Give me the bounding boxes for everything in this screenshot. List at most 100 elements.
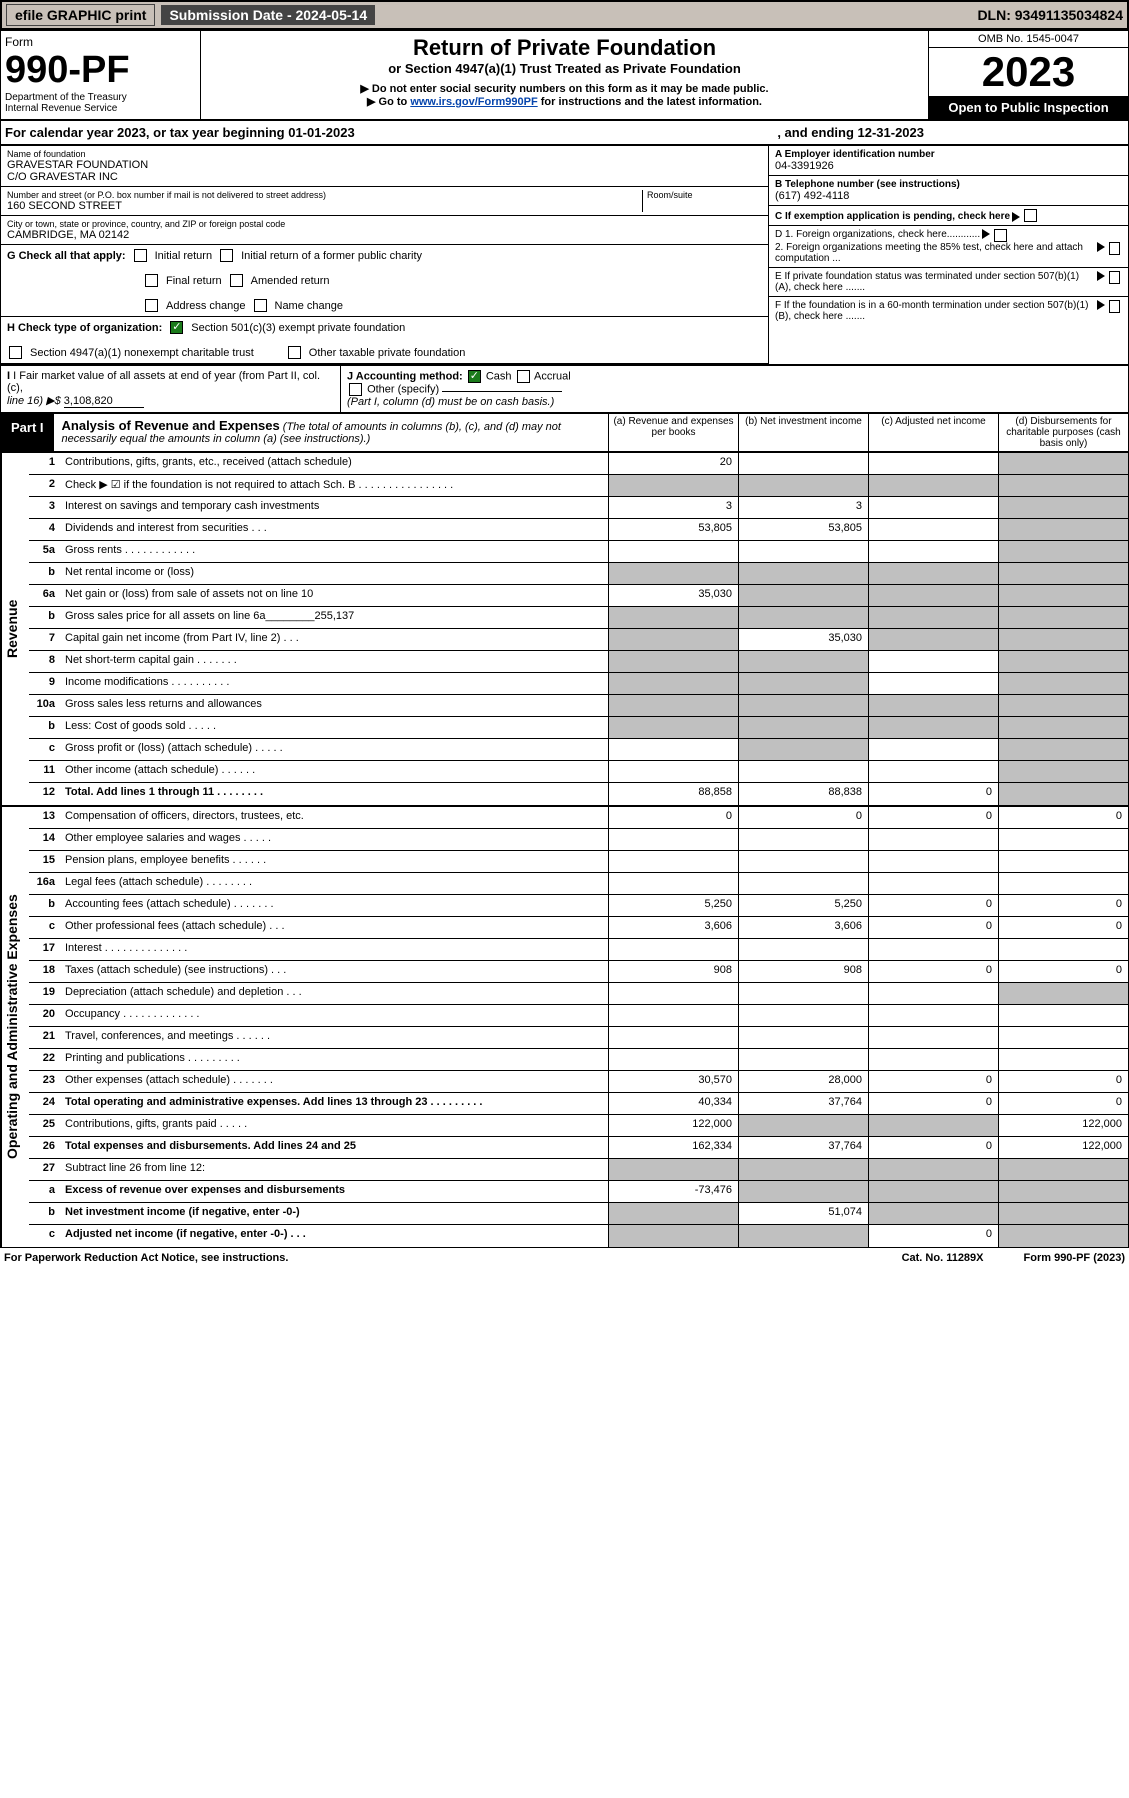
cell-b: 3,606 (738, 917, 868, 938)
calyear-begin: For calendar year 2023, or tax year begi… (5, 125, 355, 140)
initial-former-checkbox[interactable] (220, 249, 233, 262)
table-row: bNet investment income (if negative, ent… (29, 1203, 1128, 1225)
d1-label: D 1. Foreign organizations, check here..… (775, 229, 980, 242)
i-j-row: I I Fair market value of all assets at e… (0, 365, 1129, 413)
j-cash: Cash (486, 370, 512, 382)
cat-no: Cat. No. 11289X (902, 1252, 984, 1264)
cell-a: 162,334 (608, 1137, 738, 1158)
line-text: Interest on savings and temporary cash i… (61, 497, 608, 518)
opt-initial-former: Initial return of a former public charit… (241, 250, 422, 262)
cell-d (998, 651, 1128, 672)
i-line: line 16) ▶$ (7, 395, 61, 407)
cell-c (868, 519, 998, 540)
f-label: F If the foundation is in a 60-month ter… (775, 300, 1095, 322)
status-terminated-checkbox[interactable] (1109, 271, 1120, 284)
cash-checkbox[interactable] (468, 370, 481, 383)
line-number: 19 (29, 983, 61, 1004)
dln: DLN: 93491135034824 (977, 7, 1123, 23)
cell-b: 908 (738, 961, 868, 982)
cell-c (868, 607, 998, 628)
initial-return-checkbox[interactable] (134, 249, 147, 262)
cell-d (998, 983, 1128, 1004)
cell-c: 0 (868, 961, 998, 982)
cell-c (868, 1203, 998, 1224)
cell-d (998, 1225, 1128, 1247)
cell-a: 30,570 (608, 1071, 738, 1092)
room-label: Room/suite (647, 190, 762, 200)
line-number: 3 (29, 497, 61, 518)
table-row: 21Travel, conferences, and meetings . . … (29, 1027, 1128, 1049)
amended-return-checkbox[interactable] (230, 274, 243, 287)
footer: For Paperwork Reduction Act Notice, see … (0, 1248, 1129, 1268)
table-row: aExcess of revenue over expenses and dis… (29, 1181, 1128, 1203)
j-label: J Accounting method: (347, 370, 463, 382)
table-row: 12Total. Add lines 1 through 11 . . . . … (29, 783, 1128, 805)
cell-a (608, 563, 738, 584)
cell-b (738, 761, 868, 782)
line-number: 26 (29, 1137, 61, 1158)
accrual-checkbox[interactable] (517, 370, 530, 383)
cell-a (608, 939, 738, 960)
part1-desc: Analysis of Revenue and Expenses (The to… (54, 414, 608, 451)
cell-a (608, 761, 738, 782)
line-text: Subtract line 26 from line 12: (61, 1159, 608, 1180)
line-number: 9 (29, 673, 61, 694)
line-number: 17 (29, 939, 61, 960)
address-change-checkbox[interactable] (145, 299, 158, 312)
form990pf-link[interactable]: www.irs.gov/Form990PF (410, 96, 537, 108)
table-row: cOther professional fees (attach schedul… (29, 917, 1128, 939)
exemption-pending-checkbox[interactable] (1024, 209, 1037, 222)
arrow-icon (1097, 300, 1105, 310)
line-text: Net short-term capital gain . . . . . . … (61, 651, 608, 672)
line-text: Legal fees (attach schedule) . . . . . .… (61, 873, 608, 894)
irs-label: Internal Revenue Service (5, 103, 196, 114)
cell-d (998, 541, 1128, 562)
cell-b (738, 1159, 868, 1180)
cell-a (608, 673, 738, 694)
cell-d (998, 673, 1128, 694)
final-return-checkbox[interactable] (145, 274, 158, 287)
table-row: 17Interest . . . . . . . . . . . . . . (29, 939, 1128, 961)
501c3-checkbox[interactable] (170, 321, 183, 334)
phone-label: B Telephone number (see instructions) (775, 179, 1122, 190)
cell-a: 88,858 (608, 783, 738, 805)
cell-a (608, 607, 738, 628)
cell-a (608, 739, 738, 760)
cell-c: 0 (868, 1225, 998, 1247)
opt-final: Final return (166, 275, 222, 287)
cell-c (868, 717, 998, 738)
line-number: 25 (29, 1115, 61, 1136)
cell-a: 53,805 (608, 519, 738, 540)
cell-a: 20 (608, 453, 738, 474)
table-row: 16aLegal fees (attach schedule) . . . . … (29, 873, 1128, 895)
line-text: Other employee salaries and wages . . . … (61, 829, 608, 850)
cell-c (868, 1049, 998, 1070)
city-state-zip: CAMBRIDGE, MA 02142 (7, 229, 762, 241)
foreign-org-checkbox[interactable] (994, 229, 1007, 242)
table-row: cAdjusted net income (if negative, enter… (29, 1225, 1128, 1247)
cell-c (868, 1181, 998, 1202)
4947-checkbox[interactable] (9, 346, 22, 359)
line-text: Contributions, gifts, grants paid . . . … (61, 1115, 608, 1136)
other-method-checkbox[interactable] (349, 383, 362, 396)
line-number: 1 (29, 453, 61, 474)
60month-checkbox[interactable] (1109, 300, 1120, 313)
line-number: 18 (29, 961, 61, 982)
cell-d (998, 453, 1128, 474)
form-label: Form (5, 35, 196, 49)
line-text: Total expenses and disbursements. Add li… (61, 1137, 608, 1158)
cell-c: 0 (868, 807, 998, 828)
cell-b (738, 939, 868, 960)
line-text: Contributions, gifts, grants, etc., rece… (61, 453, 608, 474)
cell-a (608, 629, 738, 650)
name-change-checkbox[interactable] (254, 299, 267, 312)
line-text: Net investment income (if negative, ente… (61, 1203, 608, 1224)
opt-amended: Amended return (251, 275, 330, 287)
table-row: 23Other expenses (attach schedule) . . .… (29, 1071, 1128, 1093)
col-d-header: (d) Disbursements for charitable purpose… (998, 414, 1128, 451)
foreign-85-checkbox[interactable] (1109, 242, 1120, 255)
tax-year: 2023 (929, 48, 1128, 96)
other-taxable-checkbox[interactable] (288, 346, 301, 359)
efile-print-button[interactable]: efile GRAPHIC print (6, 4, 155, 26)
cell-c (868, 1115, 998, 1136)
